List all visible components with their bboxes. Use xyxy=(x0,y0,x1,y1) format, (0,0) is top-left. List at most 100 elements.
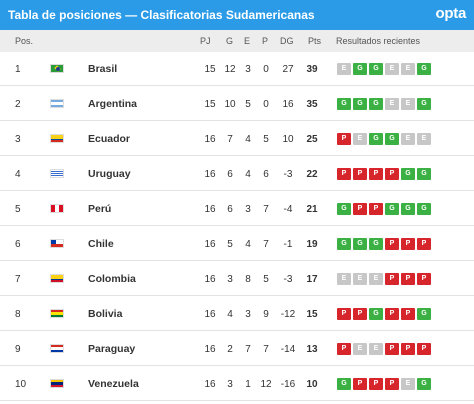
row-g: 6 xyxy=(227,169,233,180)
result-badge: G xyxy=(369,98,383,110)
row-e: 4 xyxy=(245,239,251,250)
result-badge: P xyxy=(401,273,415,285)
result-badge: P xyxy=(417,238,431,250)
result-badge: P xyxy=(401,308,415,320)
row-g: 5 xyxy=(227,239,233,250)
col-p: P xyxy=(262,36,269,46)
row-team-name: Venezuela xyxy=(88,378,139,390)
row-position: 8 xyxy=(15,309,21,320)
result-badge: G xyxy=(369,238,383,250)
row-e: 4 xyxy=(245,134,251,145)
row-p: 5 xyxy=(263,274,269,285)
result-badge: E xyxy=(337,273,351,285)
row-dg: -12 xyxy=(280,309,296,320)
result-badge: G xyxy=(337,203,351,215)
result-badge: G xyxy=(337,98,351,110)
table-row: 3 Ecuador 16 7 4 5 10 25 P E G G E E xyxy=(0,122,474,156)
row-pts: 15 xyxy=(306,309,318,320)
result-badge: G xyxy=(417,378,431,390)
result-badge: G xyxy=(401,168,415,180)
table-row: 2 Argentina 15 10 5 0 16 35 G G G E E G xyxy=(0,87,474,121)
paraguay-flag-icon xyxy=(50,344,64,353)
result-badge: P xyxy=(385,168,399,180)
row-pj: 16 xyxy=(204,344,216,355)
result-badge: P xyxy=(369,168,383,180)
result-badge: P xyxy=(353,203,367,215)
result-badge: G xyxy=(337,378,351,390)
result-badge: E xyxy=(369,343,383,355)
result-badge: G xyxy=(417,63,431,75)
result-badge: P xyxy=(385,308,399,320)
result-badge: P xyxy=(385,343,399,355)
result-badge: G xyxy=(417,308,431,320)
result-badge: E xyxy=(353,133,367,145)
result-badge: G xyxy=(401,203,415,215)
row-p: 7 xyxy=(263,344,269,355)
row-pts: 17 xyxy=(306,274,318,285)
brazil-flag-icon xyxy=(50,64,64,73)
row-team-name: Paraguay xyxy=(88,343,136,355)
row-position: 1 xyxy=(15,64,21,75)
row-p: 0 xyxy=(263,99,269,110)
row-p: 0 xyxy=(263,64,269,75)
result-badge: G xyxy=(353,98,367,110)
row-dg: 27 xyxy=(282,64,294,75)
result-badge: E xyxy=(337,63,351,75)
col-pos: Pos. xyxy=(15,36,34,46)
table-header-bar: Tabla de posiciones — Clasificatorias Su… xyxy=(0,0,474,30)
result-badge: G xyxy=(337,238,351,250)
table-row: 8 Bolivia 16 4 3 9 -12 15 P P G P P G xyxy=(0,297,474,331)
result-badge: G xyxy=(417,168,431,180)
row-team-name: Bolivia xyxy=(88,308,123,320)
row-e: 8 xyxy=(245,274,251,285)
row-position: 10 xyxy=(15,379,27,390)
row-p: 5 xyxy=(263,134,269,145)
table-row: 1 Brasil 15 12 3 0 27 39 E G G E E G xyxy=(0,52,474,86)
row-g: 3 xyxy=(227,274,233,285)
row-pj: 16 xyxy=(204,134,216,145)
row-team-name: Uruguay xyxy=(88,168,131,180)
row-team-name: Perú xyxy=(88,203,112,215)
row-e: 1 xyxy=(245,379,251,390)
result-badge: P xyxy=(385,378,399,390)
result-badge: E xyxy=(353,273,367,285)
row-e: 7 xyxy=(245,344,251,355)
result-badge: P xyxy=(353,378,367,390)
result-badge: E xyxy=(369,273,383,285)
row-p: 9 xyxy=(263,309,269,320)
row-pts: 25 xyxy=(306,134,318,145)
result-badge: P xyxy=(337,308,351,320)
result-badge: P xyxy=(417,273,431,285)
row-pts: 35 xyxy=(306,99,318,110)
result-badge: G xyxy=(353,63,367,75)
row-pts: 22 xyxy=(306,169,318,180)
row-position: 3 xyxy=(15,134,21,145)
result-badge: G xyxy=(369,308,383,320)
colombia-flag-icon xyxy=(50,274,64,283)
table-title: Tabla de posiciones — Clasificatorias Su… xyxy=(8,8,315,22)
col-pts: Pts xyxy=(308,36,322,46)
result-badge: P xyxy=(369,378,383,390)
table-row: 5 Perú 16 6 3 7 -4 21 G P P G G G xyxy=(0,192,474,226)
result-badge: P xyxy=(401,238,415,250)
row-e: 5 xyxy=(245,99,251,110)
result-badge: P xyxy=(369,203,383,215)
col-pj: PJ xyxy=(200,36,211,46)
result-badge: E xyxy=(385,98,399,110)
row-pj: 16 xyxy=(204,239,216,250)
row-dg: -4 xyxy=(283,204,293,215)
result-badge: G xyxy=(385,203,399,215)
result-badge: E xyxy=(401,133,415,145)
bolivia-flag-icon xyxy=(50,309,64,318)
result-badge: G xyxy=(417,203,431,215)
table-row: 7 Colombia 16 3 8 5 -3 17 E E E P P P xyxy=(0,262,474,296)
column-headers: Pos. PJ G E P DG Pts Resultados reciente… xyxy=(0,30,474,52)
row-pj: 16 xyxy=(204,169,216,180)
row-g: 12 xyxy=(224,64,236,75)
row-pts: 19 xyxy=(306,239,318,250)
row-team-name: Colombia xyxy=(88,273,136,285)
col-results: Resultados recientes xyxy=(336,36,421,46)
row-p: 6 xyxy=(263,169,269,180)
result-badge: E xyxy=(385,63,399,75)
row-dg: -14 xyxy=(280,344,296,355)
